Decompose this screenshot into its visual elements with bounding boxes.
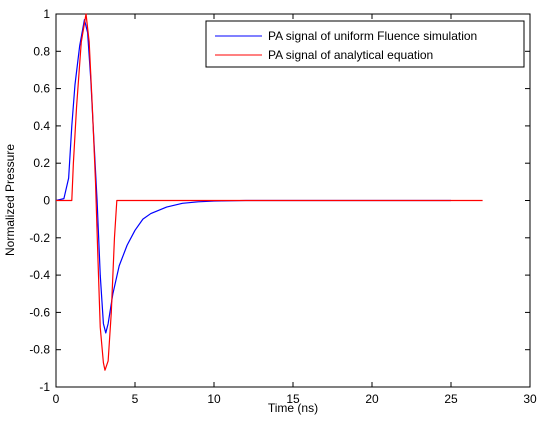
x-tick-label: 20 bbox=[365, 392, 379, 406]
x-axis-label: Time (ns) bbox=[268, 401, 318, 415]
y-tick-label: -0.6 bbox=[29, 305, 50, 319]
y-tick-label: -0.4 bbox=[29, 268, 50, 282]
y-tick-label: 0.2 bbox=[33, 156, 50, 170]
y-tick-label: 1 bbox=[43, 7, 50, 21]
x-tick-label: 10 bbox=[207, 392, 221, 406]
y-tick-label: -0.8 bbox=[29, 343, 50, 357]
tick-group: 0 5 10 15 20 25 30 -1 -0.8 -0.6 -0.4 -0.2 0 0.2 0.4 0.6… bbox=[29, 7, 537, 406]
y-tick-label: 0 bbox=[43, 194, 50, 208]
x-tick-label: 25 bbox=[444, 392, 458, 406]
legend-label-analytical-equation: PA signal of analytical equation bbox=[268, 48, 433, 62]
series-group bbox=[55, 13, 483, 371]
x-tick-label: 30 bbox=[523, 392, 537, 406]
x-tick-label: 15 bbox=[286, 392, 300, 406]
y-tick-label: -0.2 bbox=[29, 231, 50, 245]
x-tick-label: 0 bbox=[53, 392, 60, 406]
legend: PA signal of uniform Fluence simulation … bbox=[205, 20, 525, 68]
x-tick-label: 5 bbox=[132, 392, 139, 406]
y-tick-label: 0.4 bbox=[33, 119, 50, 133]
series-line-analytical-equation bbox=[56, 13, 483, 371]
legend-label-uniform-fluence: PA signal of uniform Fluence simulation bbox=[268, 29, 477, 43]
y-axis-label: Normalized Pressure bbox=[3, 144, 17, 256]
y-tick-label: -1 bbox=[39, 380, 50, 394]
legend-box bbox=[205, 20, 525, 68]
y-tick-label: 0.6 bbox=[33, 82, 50, 96]
y-tick-label: 0.8 bbox=[33, 44, 50, 58]
series-line-uniform-fluence bbox=[55, 19, 451, 334]
